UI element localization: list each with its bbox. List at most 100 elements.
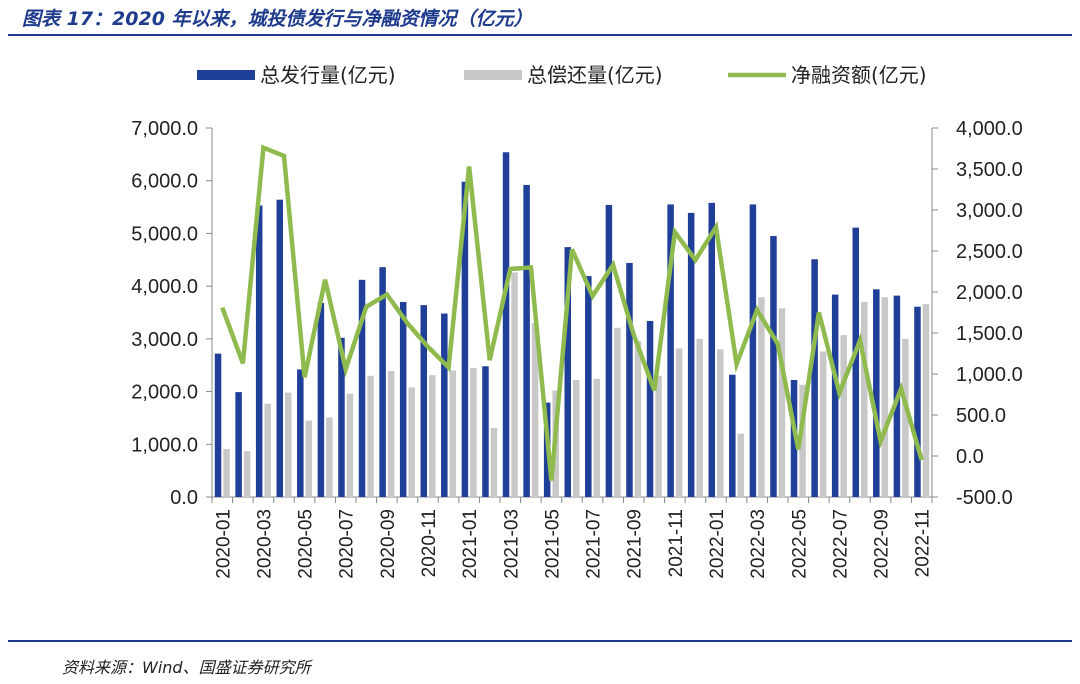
repayment-bar (490, 427, 498, 497)
right-tick-label: 2,500.0 (956, 241, 1023, 263)
repayment-bar (243, 451, 251, 497)
repayment-bar (675, 348, 683, 497)
repayment-bar (758, 297, 765, 497)
issuance-bar (564, 247, 571, 497)
repayment-bar (696, 338, 703, 497)
left-tick-label: 4,000.0 (131, 276, 198, 298)
repayment-bar (840, 335, 847, 497)
x-tick-label: 2020-07 (337, 509, 358, 579)
issuance-bar (585, 276, 592, 497)
legend-repayment-swatch (464, 70, 522, 80)
legend: 总发行量(亿元) 总偿还量(亿元) 净融资额(亿元) (197, 63, 927, 87)
x-tick-label: 2022-01 (707, 509, 728, 579)
issuance-bar (749, 204, 757, 497)
issuance-bar (317, 303, 325, 497)
x-tick-label: 2021-01 (460, 509, 481, 579)
left-tick-label: 1,000.0 (131, 434, 198, 456)
issuance-bar (358, 279, 366, 497)
repayment-bar (429, 375, 436, 497)
issuance-bar (873, 289, 880, 497)
left-tick-label: 5,000.0 (131, 223, 198, 245)
right-tick-label: 2,000.0 (956, 282, 1023, 304)
repayment-bar (861, 301, 868, 497)
issuance-bar (605, 204, 613, 497)
bars (214, 152, 930, 498)
issuance-bar (441, 313, 448, 497)
issuance-bar (255, 205, 263, 498)
issuance-bar (626, 262, 633, 497)
repayment-bar (470, 367, 477, 497)
repayment-bar (655, 375, 662, 497)
issuance-bar (852, 227, 859, 497)
issuance-bar (523, 184, 530, 497)
right-tick-label: 1,500.0 (956, 323, 1023, 345)
right-tick-label: 500.0 (956, 405, 1006, 427)
issuance-bar (646, 320, 654, 497)
x-tick-label: 2022-11 (913, 509, 934, 577)
issuance-bar (399, 301, 407, 497)
issuance-bar (914, 306, 921, 497)
repayment-bar (573, 379, 580, 497)
issuance-bar (667, 204, 674, 497)
repayment-bar (737, 433, 745, 497)
repayment-bar (593, 378, 601, 497)
left-tick-label: 6,000.0 (131, 171, 198, 193)
repayment-bar (881, 297, 889, 497)
left-tick-label: 0.0 (170, 487, 198, 509)
issuance-bar (482, 366, 489, 497)
issuance-bar (214, 353, 222, 497)
repayment-bar (511, 272, 518, 497)
top-rule (8, 34, 1072, 36)
x-tick-label: 2022-05 (789, 509, 810, 579)
x-tick-label: 2022-07 (830, 509, 851, 579)
bottom-rule (8, 640, 1072, 642)
repayment-bar (449, 370, 457, 497)
x-tick-label: 2022-03 (748, 509, 769, 579)
repayment-bar (285, 392, 292, 497)
repayment-bar (367, 375, 374, 497)
left-tick-label: 3,000.0 (131, 329, 198, 351)
issuance-bar (811, 259, 818, 497)
x-tick-label: 2020-03 (254, 509, 275, 579)
x-tick-label: 2021-05 (542, 509, 563, 579)
right-tick-label: 3,000.0 (956, 200, 1023, 222)
repayment-bar (346, 393, 354, 497)
net-line (220, 144, 924, 481)
legend-issuance-label: 总发行量(亿元) (260, 63, 396, 87)
repayment-bar (717, 349, 724, 497)
issuance-bar (338, 337, 345, 497)
repayment-bar (634, 340, 642, 497)
repayment-bar (531, 323, 539, 497)
repayment-bar (902, 338, 909, 497)
right-tick-label: 1,000.0 (956, 364, 1023, 386)
issuance-bar (708, 202, 715, 497)
x-tick-labels: 2020-01 2020-03 2020-05 2020-07 2020-09 2020-… (213, 509, 933, 579)
legend-issuance-swatch (197, 70, 255, 80)
legend-repayment-label: 总偿还量(亿元) (527, 63, 663, 87)
issuance-bar (831, 294, 839, 497)
legend-net-label: 净融资额(亿元) (791, 63, 927, 87)
right-tick-label: 4,000.0 (956, 118, 1023, 140)
repayment-bar (305, 420, 313, 497)
axes: 0.0 1,000.0 2,000.0 3,000.0 4,000.0 5,000.0 6,… (131, 118, 1022, 509)
issuance-bar (276, 199, 283, 498)
issuance-bar (461, 181, 469, 498)
x-tick-label: 2021-07 (584, 509, 605, 579)
right-tick-label: 0.0 (956, 446, 984, 468)
x-tick-label: 2020-01 (213, 509, 234, 579)
right-tick-label: 3,500.0 (956, 159, 1023, 181)
repayment-bar (264, 403, 271, 497)
repayment-bar (326, 417, 333, 497)
net-financing-line (220, 144, 924, 481)
issuance-bar (770, 236, 777, 498)
left-tick-label: 2,000.0 (131, 382, 198, 404)
issuance-bar (297, 369, 304, 497)
x-tick-label: 2020-09 (378, 509, 399, 579)
repayment-bar (387, 371, 395, 497)
issuance-bar (729, 374, 736, 497)
repayment-bar (799, 384, 806, 497)
issuance-bar (687, 212, 695, 497)
source-note: 资料来源：Wind、国盛证券研究所 (62, 658, 311, 677)
repayment-bar (778, 308, 786, 497)
